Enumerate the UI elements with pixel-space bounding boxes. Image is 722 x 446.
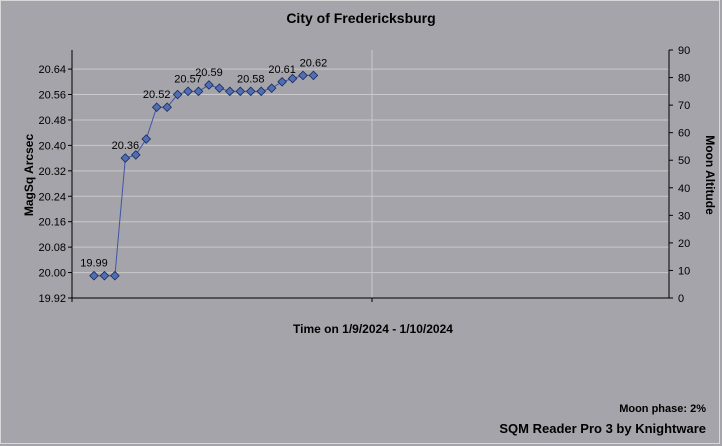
left-tick-label: 19.92: [38, 293, 66, 305]
data-point: [110, 270, 120, 281]
data-label: 20.36: [112, 140, 140, 152]
right-tick-label: 40: [678, 183, 690, 195]
data-point: [287, 73, 298, 84]
data-point: [89, 270, 99, 281]
data-point: [277, 76, 287, 87]
data-label: 19.99: [80, 258, 108, 270]
credit-text: SQM Reader Pro 3 by Knightware: [499, 421, 706, 436]
x-axis-label: Time on 1/9/2024 - 1/10/2024: [293, 322, 453, 336]
data-point: [256, 86, 267, 97]
right-tick-label: 10: [678, 265, 690, 277]
data-label: 20.61: [268, 64, 296, 76]
data-point: [141, 134, 152, 144]
right-tick-label: 30: [678, 210, 690, 222]
data-point: [298, 70, 308, 81]
y-axis-label-right: Moon Altitude: [703, 135, 717, 215]
left-tick-label: 20.16: [38, 217, 66, 229]
left-tick-label: 20.08: [38, 242, 66, 254]
data-point: [120, 153, 131, 163]
data-label: 20.58: [237, 73, 265, 85]
right-tick-label: 0: [678, 293, 684, 305]
right-tick-label: 80: [678, 73, 690, 85]
data-point: [225, 86, 235, 97]
left-tick-label: 20.56: [38, 90, 66, 102]
data-point: [183, 86, 193, 97]
left-tick-label: 20.00: [38, 268, 66, 280]
right-tick-label: 20: [678, 238, 690, 250]
data-point: [266, 83, 277, 93]
data-point: [162, 102, 172, 113]
data-point: [193, 86, 204, 97]
moon-phase: Moon phase: 2%: [619, 403, 706, 415]
data-point: [235, 86, 246, 97]
left-tick-label: 20.32: [38, 166, 66, 178]
data-label: 20.52: [143, 89, 171, 101]
y-axis-label-left: MagSq Arcsec: [22, 134, 36, 217]
data-point: [308, 70, 319, 81]
chart-title: City of Fredericksburg: [286, 10, 436, 26]
plot-area: [72, 50, 669, 298]
data-label: 20.62: [300, 57, 328, 69]
right-tick-label: 50: [678, 155, 690, 167]
right-tick-label: 70: [678, 100, 690, 112]
data-point: [245, 86, 256, 97]
data-point: [130, 150, 141, 160]
data-point: [99, 270, 110, 281]
left-tick-label: 20.64: [38, 64, 66, 76]
data-label: 20.59: [195, 67, 223, 79]
series-line: [94, 74, 314, 277]
data-point: [214, 83, 225, 93]
left-tick-label: 20.48: [38, 115, 66, 127]
data-label: 20.57: [174, 73, 202, 85]
data-point: [151, 102, 162, 113]
left-tick-label: 20.40: [38, 140, 66, 152]
right-tick-label: 90: [678, 45, 690, 57]
left-tick-label: 20.24: [38, 191, 66, 203]
data-point: [172, 89, 183, 100]
right-tick-label: 60: [678, 128, 690, 140]
data-point: [204, 80, 214, 90]
